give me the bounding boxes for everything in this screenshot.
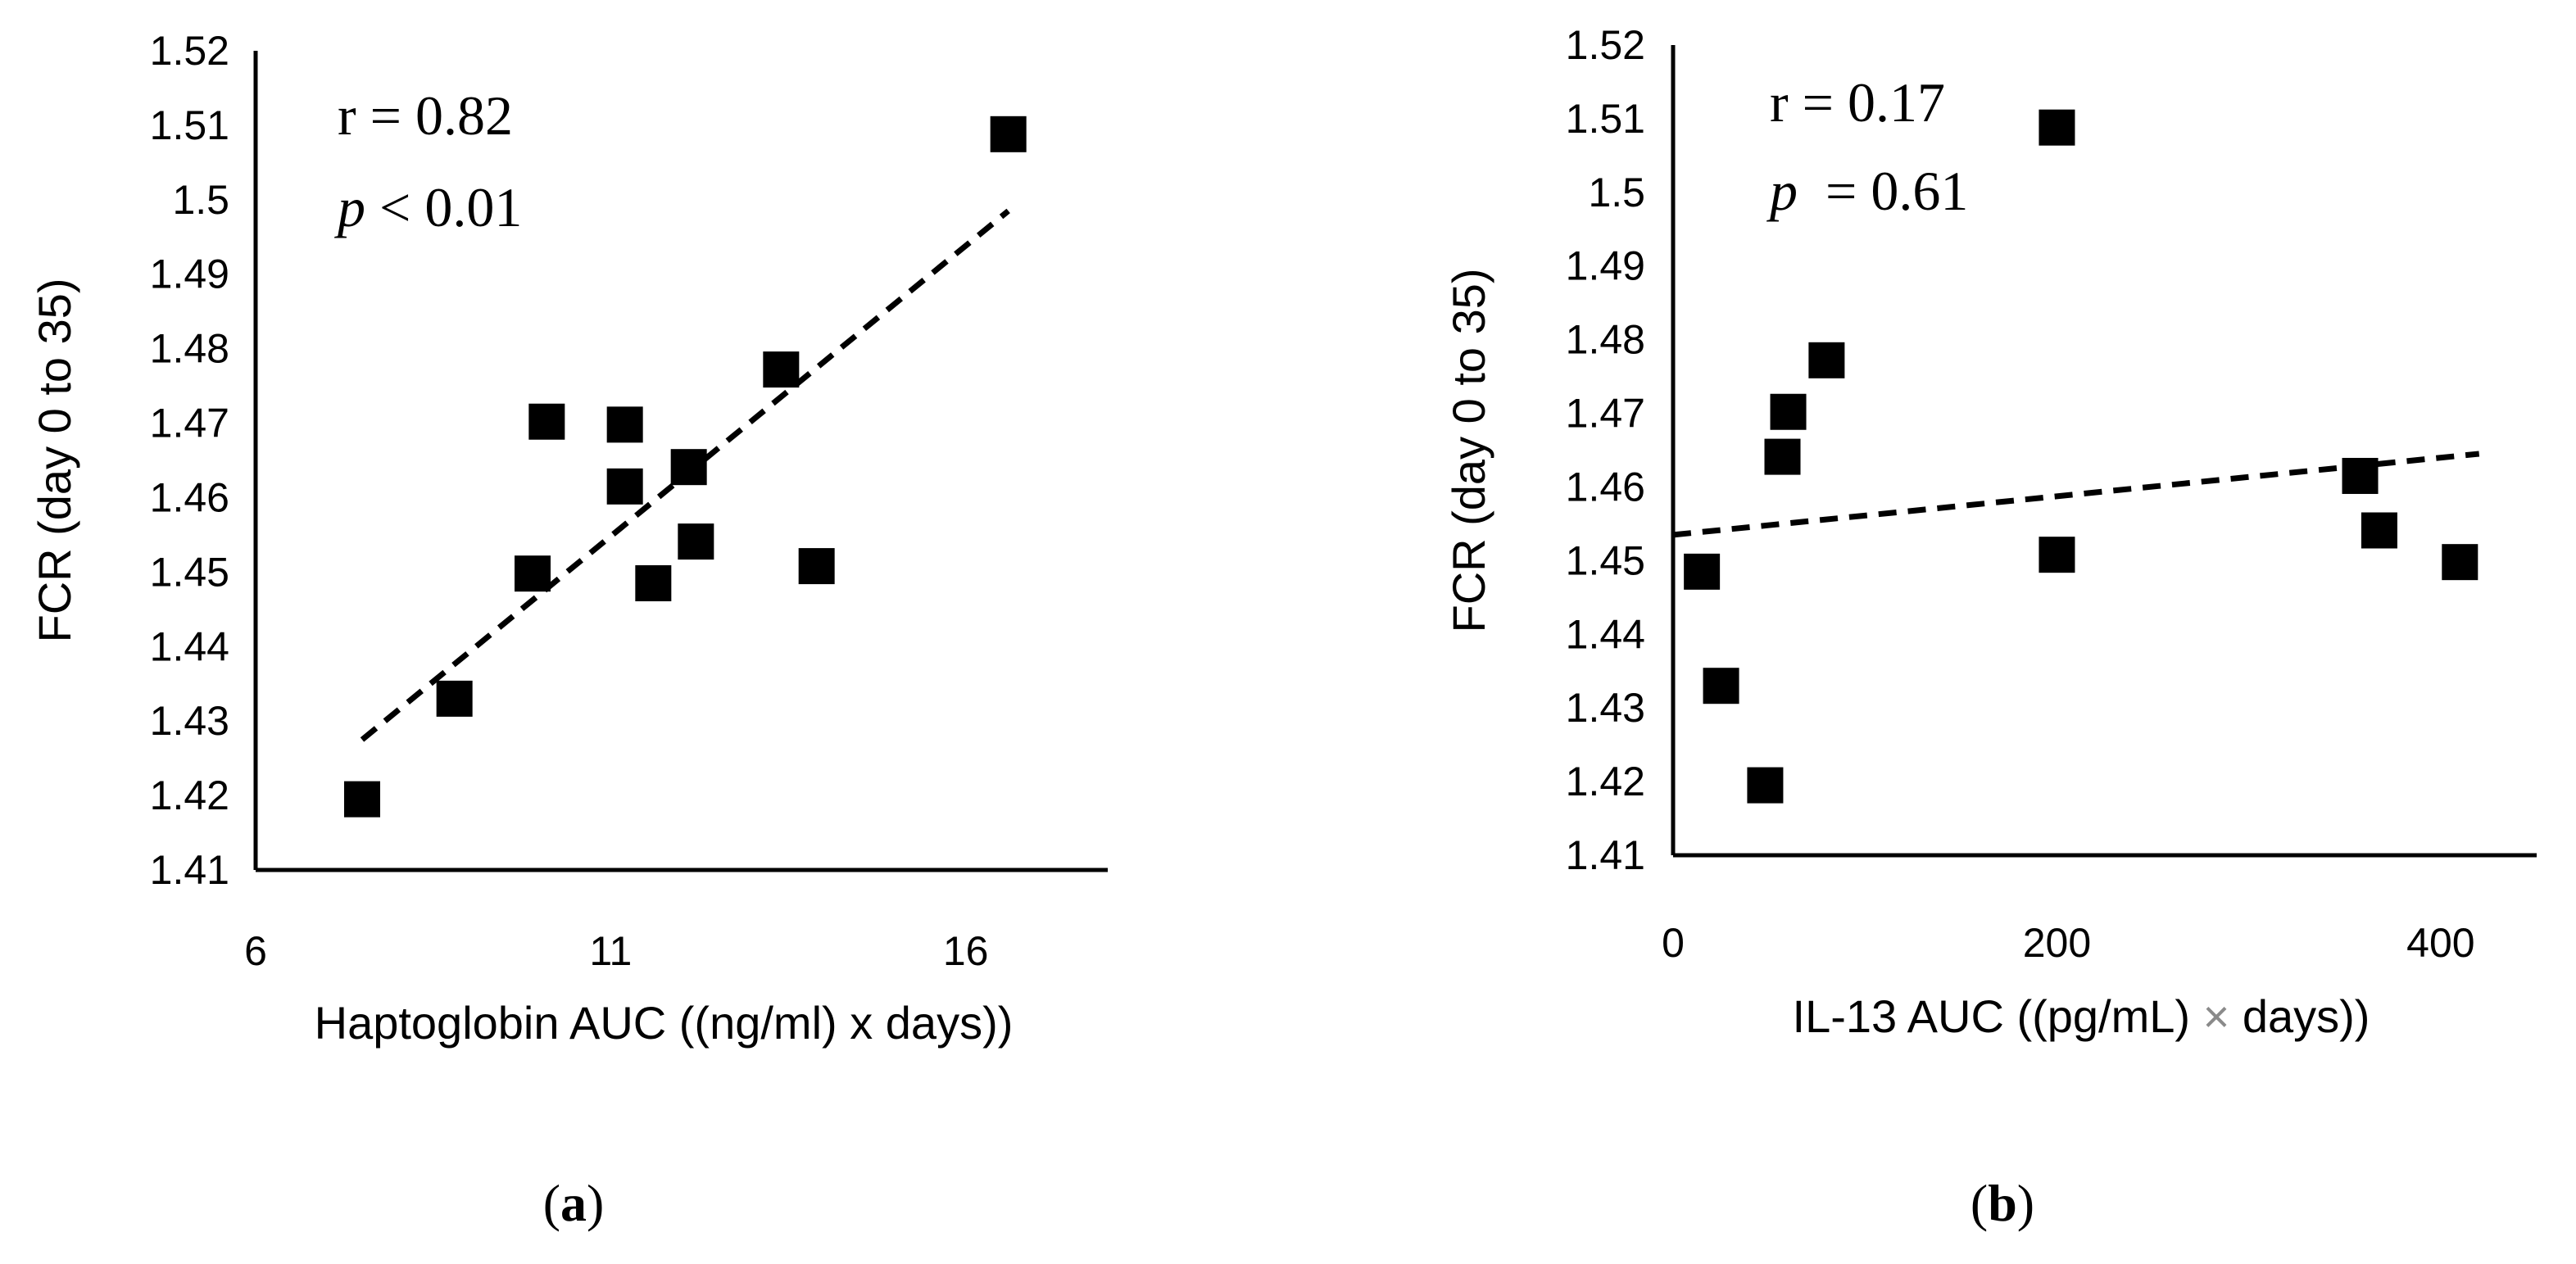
- data-point: [798, 548, 835, 585]
- x-tick-label: 0: [1662, 920, 1685, 966]
- data-point: [2342, 457, 2379, 494]
- r-value-label: r = 0.82: [338, 84, 513, 147]
- panel-label: (a): [543, 1174, 605, 1232]
- y-tick-label: 1.51: [1566, 96, 1645, 142]
- y-tick-label: 1.42: [1566, 759, 1645, 804]
- x-tick-label: 16: [943, 928, 989, 974]
- data-point: [1703, 668, 1739, 704]
- data-point: [1770, 393, 1807, 430]
- y-tick-label: 1.46: [150, 474, 229, 520]
- data-point: [1684, 553, 1721, 590]
- panel-letter: b: [1988, 1174, 2017, 1232]
- y-tick-labels: 1.411.421.431.441.451.461.471.481.491.51…: [1566, 22, 1645, 878]
- y-tick-label: 1.49: [150, 251, 229, 297]
- panel-label: (b): [1971, 1174, 2034, 1232]
- p-value-label: p = 0.61: [1766, 160, 1968, 222]
- data-point: [436, 680, 473, 717]
- times-symbol: ×: [2203, 990, 2230, 1042]
- y-tick-label: 1.47: [1566, 391, 1645, 437]
- r-value-label: r = 0.17: [1770, 71, 1945, 134]
- data-point: [1764, 438, 1801, 475]
- x-tick-label: 400: [2406, 920, 2474, 966]
- x-axis-title-pre: IL-13 AUC ((pg/mL): [1793, 990, 2203, 1042]
- p-symbol: p: [1766, 160, 1798, 222]
- y-tick-label: 1.5: [172, 177, 229, 223]
- data-point: [990, 116, 1027, 152]
- y-axis-title: FCR (day 0 to 35): [1443, 268, 1494, 632]
- y-tick-label: 1.45: [1566, 537, 1645, 583]
- y-tick-labels: 1.411.421.431.441.451.461.471.481.491.51…: [150, 28, 229, 893]
- x-axis-title: IL-13 AUC ((pg/mL) × days)): [1793, 990, 2370, 1042]
- x-axis-title: Haptoglobin AUC ((ng/ml) x days)): [315, 997, 1014, 1049]
- y-tick-label: 1.43: [150, 698, 229, 744]
- data-points: [344, 116, 1027, 818]
- data-point: [2442, 544, 2478, 581]
- data-points: [1684, 109, 2478, 804]
- data-point: [2361, 512, 2397, 549]
- y-tick-label: 1.49: [1566, 243, 1645, 289]
- y-tick-label: 1.46: [1566, 464, 1645, 510]
- y-tick-label: 1.47: [150, 401, 229, 446]
- y-tick-label: 1.51: [150, 102, 229, 148]
- data-point: [763, 351, 800, 388]
- p-value-text: < 0.01: [365, 176, 522, 238]
- data-point: [678, 523, 714, 560]
- y-tick-label: 1.42: [150, 772, 229, 818]
- y-tick-label: 1.48: [1566, 317, 1645, 363]
- y-tick-label: 1.44: [1566, 611, 1645, 657]
- p-value-text: = 0.61: [1798, 160, 1968, 222]
- p-value-label: p < 0.01: [334, 176, 522, 238]
- data-point: [2039, 537, 2075, 573]
- y-tick-label: 1.52: [150, 28, 229, 74]
- y-tick-label: 1.5: [1588, 170, 1645, 215]
- y-tick-label: 1.41: [150, 847, 229, 893]
- y-tick-label: 1.45: [150, 549, 229, 595]
- data-point: [670, 449, 707, 486]
- data-point: [1747, 767, 1784, 804]
- data-point: [1808, 342, 1845, 378]
- data-point: [606, 406, 643, 443]
- x-tick-labels: 0 200 400: [1662, 920, 2475, 966]
- panel-letter: a: [560, 1174, 587, 1232]
- chart-panel-b: 1.411.421.431.441.451.461.471.481.491.51…: [1443, 22, 2537, 1232]
- chart-panel-a: 1.411.421.431.441.451.461.471.481.491.51…: [29, 28, 1108, 1232]
- data-point: [515, 555, 551, 592]
- x-axis-title-post: days)): [2229, 990, 2370, 1042]
- data-point: [2039, 109, 2075, 146]
- data-point: [528, 403, 565, 440]
- trendline-group: [1672, 451, 2480, 538]
- data-point: [635, 565, 672, 601]
- x-tick-label: 200: [2023, 920, 2091, 966]
- x-tick-labels: 6 11 16: [244, 928, 988, 974]
- x-tick-label: 11: [589, 928, 632, 974]
- x-tick-label: 6: [244, 928, 267, 974]
- y-tick-label: 1.48: [150, 326, 229, 372]
- data-point: [344, 781, 380, 818]
- y-tick-label: 1.43: [1566, 685, 1645, 731]
- y-tick-label: 1.52: [1566, 22, 1645, 68]
- y-tick-label: 1.41: [1566, 832, 1645, 878]
- data-point: [606, 468, 643, 505]
- p-symbol: p: [334, 176, 365, 238]
- y-axis-title: FCR (day 0 to 35): [29, 278, 80, 642]
- trendline: [1672, 451, 2480, 538]
- y-tick-label: 1.44: [150, 623, 229, 669]
